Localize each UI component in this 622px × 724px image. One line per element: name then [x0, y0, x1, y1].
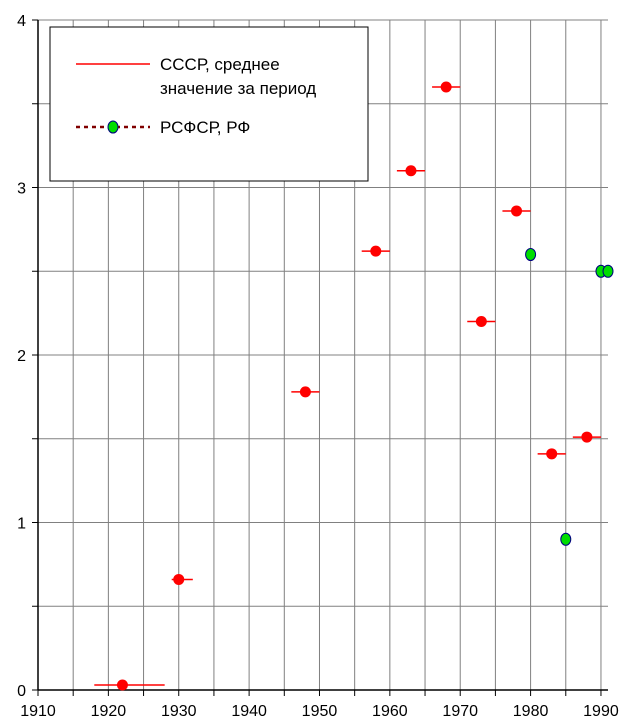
- y-tick-label: 0: [17, 683, 26, 700]
- rsfsr-point: [602, 264, 614, 278]
- ussr-point: [299, 386, 311, 398]
- ussr-point: [511, 205, 523, 217]
- x-tick-label: 1950: [302, 703, 338, 720]
- ussr-point: [116, 679, 128, 691]
- x-tick-label: 1980: [513, 703, 549, 720]
- ussr-point: [546, 448, 558, 460]
- ussr-point: [581, 431, 593, 443]
- x-tick-label: 1970: [442, 703, 478, 720]
- y-tick-label: 2: [17, 348, 26, 365]
- ussr-point: [475, 316, 487, 327]
- y-tick-label: 4: [17, 13, 26, 30]
- ussr-point: [173, 573, 185, 585]
- legend: СССР, среднее значение за период РСФСР, …: [49, 26, 369, 182]
- x-tick-label: 1940: [231, 703, 267, 720]
- x-tick-label: 1920: [91, 703, 127, 720]
- rsfsr-point: [560, 532, 572, 546]
- x-tick-label: 1930: [161, 703, 197, 720]
- axes: 1910 1920 1930 1940 1950 1960 1970 1980 1990 0 1 2 3…: [17, 13, 619, 720]
- ussr-point: [440, 81, 452, 93]
- x-tick-label: 1990: [583, 703, 619, 720]
- ussr-point: [370, 245, 382, 257]
- y-tick-label: 3: [17, 181, 26, 198]
- ussr-point: [405, 165, 417, 177]
- rsfsr-point: [525, 248, 537, 261]
- legend-rsfsr-label: РСФСР, РФ: [160, 118, 250, 137]
- x-tick-label: 1910: [20, 703, 56, 720]
- legend-ussr-label-line1: СССР, среднее: [160, 55, 280, 74]
- legend-rsfsr-marker: [107, 120, 119, 134]
- legend-ussr-label-line2: значение за период: [160, 79, 316, 98]
- legend-box: [49, 26, 369, 182]
- y-tick-label: 1: [17, 516, 26, 533]
- plot-marks: [94, 81, 614, 691]
- x-tick-label: 1960: [372, 703, 408, 720]
